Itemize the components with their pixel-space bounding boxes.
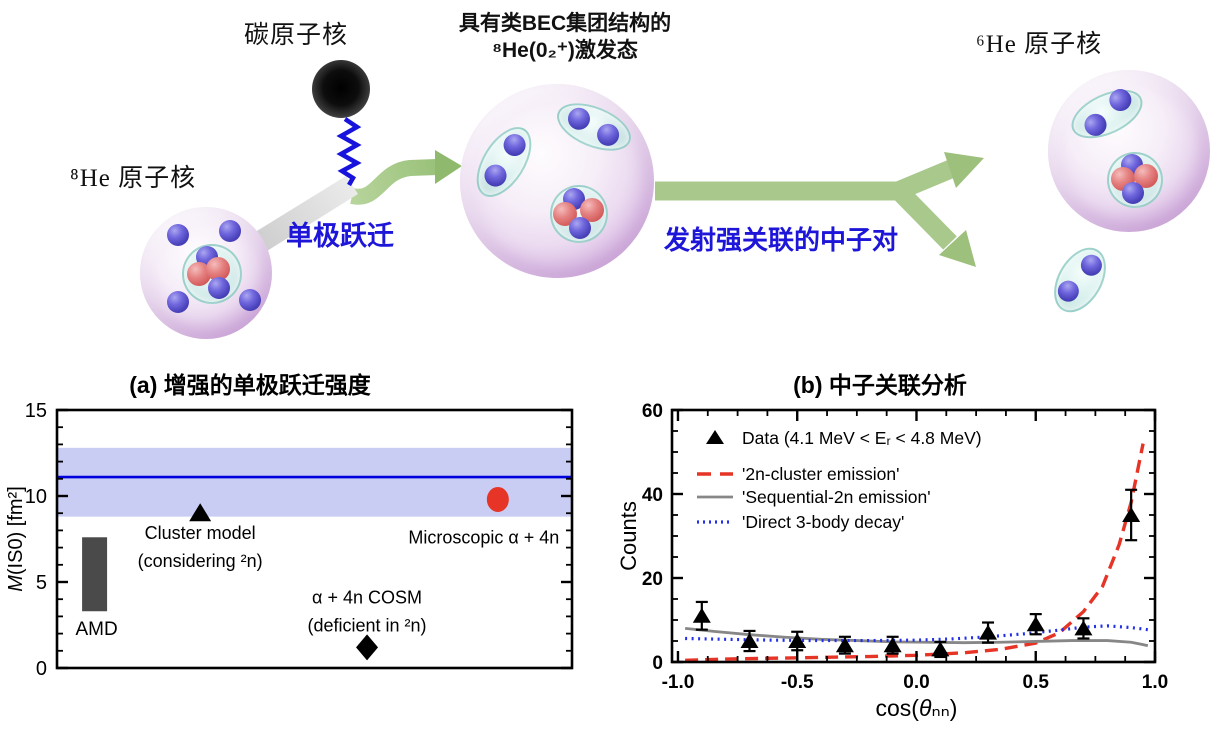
data-marker xyxy=(883,637,902,653)
dineutron-cluster xyxy=(465,117,543,207)
monopole-transition-label: 单极跃迁 xyxy=(286,221,394,251)
y-axis-label: Counts xyxy=(620,501,641,571)
monopole-arrow-body xyxy=(350,159,438,205)
neutron-ball xyxy=(569,217,591,239)
decay-arrow-lower-branch xyxy=(891,183,957,250)
spring-zigzag xyxy=(336,117,362,187)
neutron-ball xyxy=(208,277,230,299)
point-annotation: (considering ²n) xyxy=(138,551,263,571)
microscopic-marker xyxy=(486,486,509,512)
he8-label: ⁸He 原子核 xyxy=(70,165,197,192)
x-tick-label: 0.0 xyxy=(903,672,929,693)
diagram-arrows-layer xyxy=(231,117,984,267)
x-tick-label: -0.5 xyxy=(781,672,814,693)
data-marker xyxy=(1122,507,1141,522)
decay-arrow xyxy=(655,152,984,267)
y-tick-label: 40 xyxy=(642,485,663,506)
data-marker xyxy=(740,633,759,648)
alpha-cluster xyxy=(1107,152,1163,208)
monopole-arrow xyxy=(350,150,462,205)
neutron-ball xyxy=(1080,110,1111,140)
data-marker xyxy=(979,624,998,640)
excited-state-title-line2: ⁸He(0₂⁺)激发态 xyxy=(492,39,638,62)
alpha-cluster xyxy=(550,185,608,243)
neutron-ball xyxy=(1122,182,1144,204)
legend-label: 'Sequential-2n emission' xyxy=(742,487,931,507)
data-marker xyxy=(692,607,711,623)
he6-nucleus-sphere xyxy=(1048,70,1210,232)
y-tick-label: 60 xyxy=(642,401,663,422)
point-annotation: Microscopic α + 4n xyxy=(408,527,559,547)
panel-a-chart: AMD Cluster model (considering ²n) α + 4n C… xyxy=(5,400,574,680)
y-tick-label: 0 xyxy=(652,653,663,674)
excited-state-title: 具有类BEC集团结构的 ⁸He(0₂⁺)激发态 xyxy=(425,10,705,64)
legend-label: Data (4.1 MeV < Eᵣ < 4.8 MeV) xyxy=(742,428,982,448)
cluster-model-marker xyxy=(189,503,212,522)
neutron-ball xyxy=(499,129,530,161)
y-tick-label: 10 xyxy=(25,486,47,508)
neutron-pair-emission-label: 发射强关联的中子对 xyxy=(664,225,899,255)
excited-state-title-line1: 具有类BEC集团结构的 xyxy=(458,12,672,35)
neutron-ball xyxy=(593,120,623,150)
point-annotation: Cluster model xyxy=(145,523,256,543)
panel-b-title: (b) 中子关联分析 xyxy=(793,372,967,398)
y-tick-label: 5 xyxy=(36,572,47,594)
neutron-ball xyxy=(480,160,511,191)
neutron-ball xyxy=(239,289,261,311)
decay-arrow-lower-head xyxy=(939,230,976,267)
decay-arrow-upper-head xyxy=(944,152,984,188)
cosm-marker xyxy=(356,634,379,661)
curve-solid xyxy=(684,627,1149,647)
curve-dashed xyxy=(685,443,1145,662)
y-tick-label: 15 xyxy=(25,400,47,422)
neutron-ball xyxy=(1105,85,1135,115)
panel-a-title: (a) 增强的单极跃迁强度 xyxy=(129,372,371,398)
data-marker xyxy=(788,633,807,648)
neutron-ball xyxy=(1077,250,1106,280)
neutron-ball xyxy=(167,224,189,246)
x-tick-label: 1.0 xyxy=(1142,672,1168,693)
y-tick-label: 0 xyxy=(36,658,47,680)
x-tick-label: -1.0 xyxy=(662,672,695,693)
x-axis-label: cos(θₙₙ) xyxy=(875,695,957,721)
data-marker xyxy=(931,641,950,657)
legend-marker-data xyxy=(706,430,724,444)
dineutron-cluster xyxy=(1064,79,1150,149)
amd-label: AMD xyxy=(75,619,117,640)
data-marker xyxy=(1074,620,1093,636)
he6-label: ⁶He 原子核 xyxy=(976,31,1103,58)
point-annotation: α + 4n COSM xyxy=(312,587,422,607)
amd-range-bar xyxy=(82,537,108,612)
he8-nucleus-sphere xyxy=(140,207,272,339)
data-marker xyxy=(1026,616,1045,632)
carbon-label: 碳原子核 xyxy=(243,22,348,49)
panel-b-chart: 0 20 40 60 -1.0 -0.5 0.0 0.5 1.0 Counts cos(θₙₙ) Da… xyxy=(620,401,1168,721)
neutron-ball xyxy=(1054,276,1083,306)
alpha-cluster xyxy=(182,244,242,304)
x-tick-label: 0.5 xyxy=(1023,672,1050,693)
monopole-arrow-head xyxy=(435,150,462,184)
legend-label: 'Direct 3-body decay' xyxy=(742,512,904,532)
neutron-ball xyxy=(564,104,594,134)
y-axis-label: M(IS0) [fm²] xyxy=(5,486,27,592)
point-annotation: (deficient in ²n) xyxy=(307,615,426,635)
axis-box xyxy=(55,408,574,670)
data-marker xyxy=(835,637,854,653)
legend-label: '2n-cluster emission' xyxy=(742,464,899,484)
he8-excited-sphere xyxy=(460,84,654,278)
y-tick-label: 20 xyxy=(642,569,663,590)
neutron-ball xyxy=(219,220,241,242)
neutron-ball xyxy=(167,291,189,313)
curves-layer xyxy=(684,443,1149,662)
experimental-band xyxy=(57,447,572,517)
carbon-nucleus-sphere xyxy=(312,60,370,118)
